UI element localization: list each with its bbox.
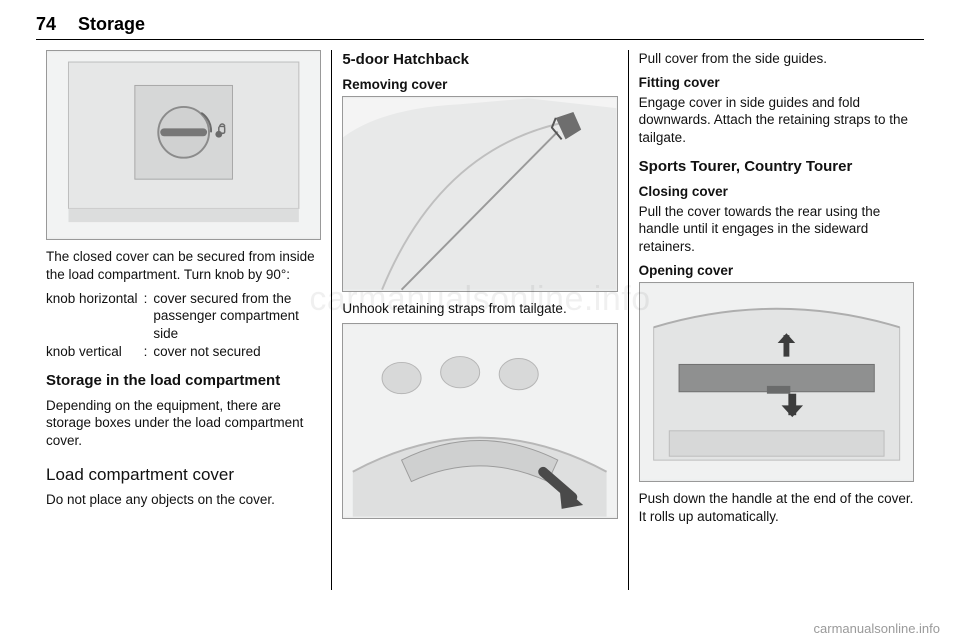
paragraph: Engage cover in side guides and fold dow… (639, 94, 914, 147)
heading-opening-cover: Opening cover (639, 262, 914, 280)
def-desc: cover secured from the passenger compart… (153, 290, 321, 343)
paragraph: Push down the handle at the end of the c… (639, 490, 914, 526)
def-term: knob vertical (46, 343, 138, 361)
page-title: Storage (78, 14, 145, 35)
page-header: 74 Storage (36, 14, 924, 40)
paragraph: Depending on the equipment, there are st… (46, 397, 321, 450)
footer-link: carmanualsonline.info (814, 621, 940, 636)
figure-open-cover (639, 282, 914, 482)
page-number: 74 (36, 14, 56, 35)
heading-sports-tourer: Sports Tourer, Country Tourer (639, 157, 914, 177)
def-desc: cover not secured (153, 343, 321, 361)
heading-storage-compartment: Storage in the load compartment (46, 371, 321, 391)
heading-hatchback: 5-door Hatchback (342, 50, 617, 70)
figure-knob-lock (46, 50, 321, 240)
knob-definition-list: knob horizontal : cover secured from the… (46, 290, 321, 361)
content-columns: The closed cover can be secured from ins… (36, 50, 924, 590)
paragraph: Unhook retaining straps from tailgate. (342, 300, 617, 318)
column-2: 5-door Hatchback Removing cover Unhook r… (331, 50, 627, 590)
figure-unhook-strap (342, 96, 617, 292)
def-colon: : (144, 343, 148, 361)
column-3: Pull cover from the side guides. Fitting… (628, 50, 924, 590)
def-term: knob horizontal (46, 290, 138, 343)
paragraph: Pull cover from the side guides. (639, 50, 914, 68)
heading-fitting-cover: Fitting cover (639, 74, 914, 92)
paragraph: Do not place any objects on the cover. (46, 491, 321, 509)
figure-pull-cover (342, 323, 617, 519)
heading-closing-cover: Closing cover (639, 183, 914, 201)
heading-removing-cover: Removing cover (342, 76, 617, 94)
paragraph: Pull the cover towards the rear using th… (639, 203, 914, 256)
def-colon: : (144, 290, 148, 343)
heading-load-cover: Load compartment cover (46, 464, 321, 486)
column-1: The closed cover can be secured from ins… (36, 50, 331, 590)
paragraph: The closed cover can be secured from ins… (46, 248, 321, 284)
